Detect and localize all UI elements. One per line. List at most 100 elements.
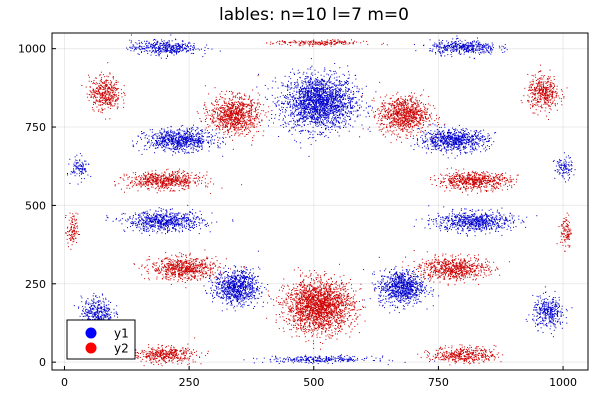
data-point bbox=[485, 45, 486, 46]
data-point bbox=[308, 77, 309, 78]
data-point bbox=[426, 153, 427, 154]
data-point bbox=[309, 131, 310, 132]
data-point bbox=[309, 112, 310, 113]
data-point bbox=[424, 142, 425, 143]
data-point bbox=[343, 74, 344, 75]
data-point bbox=[292, 106, 293, 107]
data-point bbox=[322, 109, 323, 110]
data-point bbox=[467, 51, 468, 52]
data-point bbox=[146, 45, 147, 46]
data-point bbox=[150, 209, 151, 210]
data-point bbox=[440, 150, 441, 151]
data-point bbox=[487, 145, 488, 146]
data-point bbox=[165, 225, 166, 226]
data-point bbox=[334, 78, 335, 79]
data-point bbox=[186, 52, 187, 53]
data-point bbox=[456, 141, 457, 142]
data-point bbox=[432, 134, 433, 135]
data-point bbox=[146, 213, 147, 214]
data-point bbox=[457, 155, 458, 156]
series-y1-lobe-4 bbox=[411, 123, 497, 158]
data-point bbox=[455, 141, 456, 142]
data-point bbox=[172, 52, 173, 53]
data-point bbox=[452, 138, 453, 139]
data-point bbox=[340, 118, 341, 119]
data-point bbox=[170, 131, 171, 132]
data-point bbox=[329, 79, 330, 80]
data-point bbox=[459, 139, 460, 140]
data-point bbox=[485, 150, 486, 151]
data-point bbox=[141, 51, 142, 52]
data-point bbox=[444, 138, 445, 139]
data-point bbox=[332, 83, 333, 84]
data-point bbox=[322, 93, 323, 94]
data-point bbox=[310, 82, 311, 83]
data-point bbox=[153, 45, 154, 46]
data-point bbox=[320, 85, 321, 86]
data-point bbox=[165, 136, 166, 137]
data-point bbox=[157, 41, 158, 42]
data-point bbox=[154, 47, 155, 48]
data-point bbox=[139, 227, 140, 228]
data-point bbox=[330, 92, 331, 93]
data-point bbox=[251, 100, 252, 101]
data-point bbox=[309, 113, 310, 114]
data-point bbox=[310, 124, 311, 125]
data-point bbox=[473, 51, 474, 52]
data-point bbox=[180, 134, 181, 135]
data-point bbox=[186, 153, 187, 154]
data-point bbox=[488, 133, 489, 134]
data-point bbox=[347, 106, 348, 107]
data-point bbox=[438, 137, 439, 138]
data-point bbox=[471, 52, 472, 53]
data-point bbox=[332, 106, 333, 107]
data-point bbox=[448, 130, 449, 131]
data-point bbox=[287, 94, 288, 95]
data-point bbox=[459, 43, 460, 44]
data-point bbox=[335, 71, 336, 72]
data-point bbox=[445, 50, 446, 51]
data-point bbox=[488, 44, 489, 45]
data-point bbox=[125, 213, 126, 214]
data-point bbox=[286, 126, 287, 127]
data-point bbox=[307, 76, 308, 77]
data-point bbox=[471, 142, 472, 143]
data-point bbox=[141, 131, 142, 132]
data-point bbox=[184, 216, 185, 217]
data-point bbox=[344, 125, 345, 126]
data-point bbox=[146, 47, 147, 48]
data-point bbox=[320, 98, 321, 99]
data-point bbox=[278, 100, 279, 101]
data-point bbox=[143, 226, 144, 227]
data-point bbox=[469, 47, 470, 48]
data-point bbox=[463, 45, 464, 46]
data-point bbox=[197, 146, 198, 147]
data-point bbox=[298, 100, 299, 101]
data-point bbox=[316, 103, 317, 104]
data-point bbox=[187, 129, 188, 130]
data-point bbox=[292, 127, 293, 128]
data-point bbox=[354, 86, 355, 87]
data-point bbox=[133, 46, 134, 47]
data-point bbox=[488, 47, 489, 48]
data-point bbox=[173, 146, 174, 147]
data-point bbox=[317, 99, 318, 100]
data-point bbox=[190, 50, 191, 51]
data-point bbox=[315, 83, 316, 84]
data-point bbox=[292, 99, 293, 100]
data-point bbox=[461, 53, 462, 54]
data-point bbox=[299, 72, 300, 73]
data-point bbox=[314, 108, 315, 109]
data-point bbox=[358, 110, 359, 111]
data-point bbox=[345, 117, 346, 118]
data-point bbox=[325, 95, 326, 96]
data-point bbox=[348, 98, 349, 99]
data-point bbox=[335, 98, 336, 99]
data-point bbox=[197, 216, 198, 217]
data-point bbox=[283, 95, 284, 96]
data-point bbox=[210, 231, 211, 232]
data-point bbox=[304, 95, 305, 96]
data-point bbox=[291, 87, 292, 88]
data-point bbox=[297, 98, 298, 99]
data-point bbox=[447, 48, 448, 49]
